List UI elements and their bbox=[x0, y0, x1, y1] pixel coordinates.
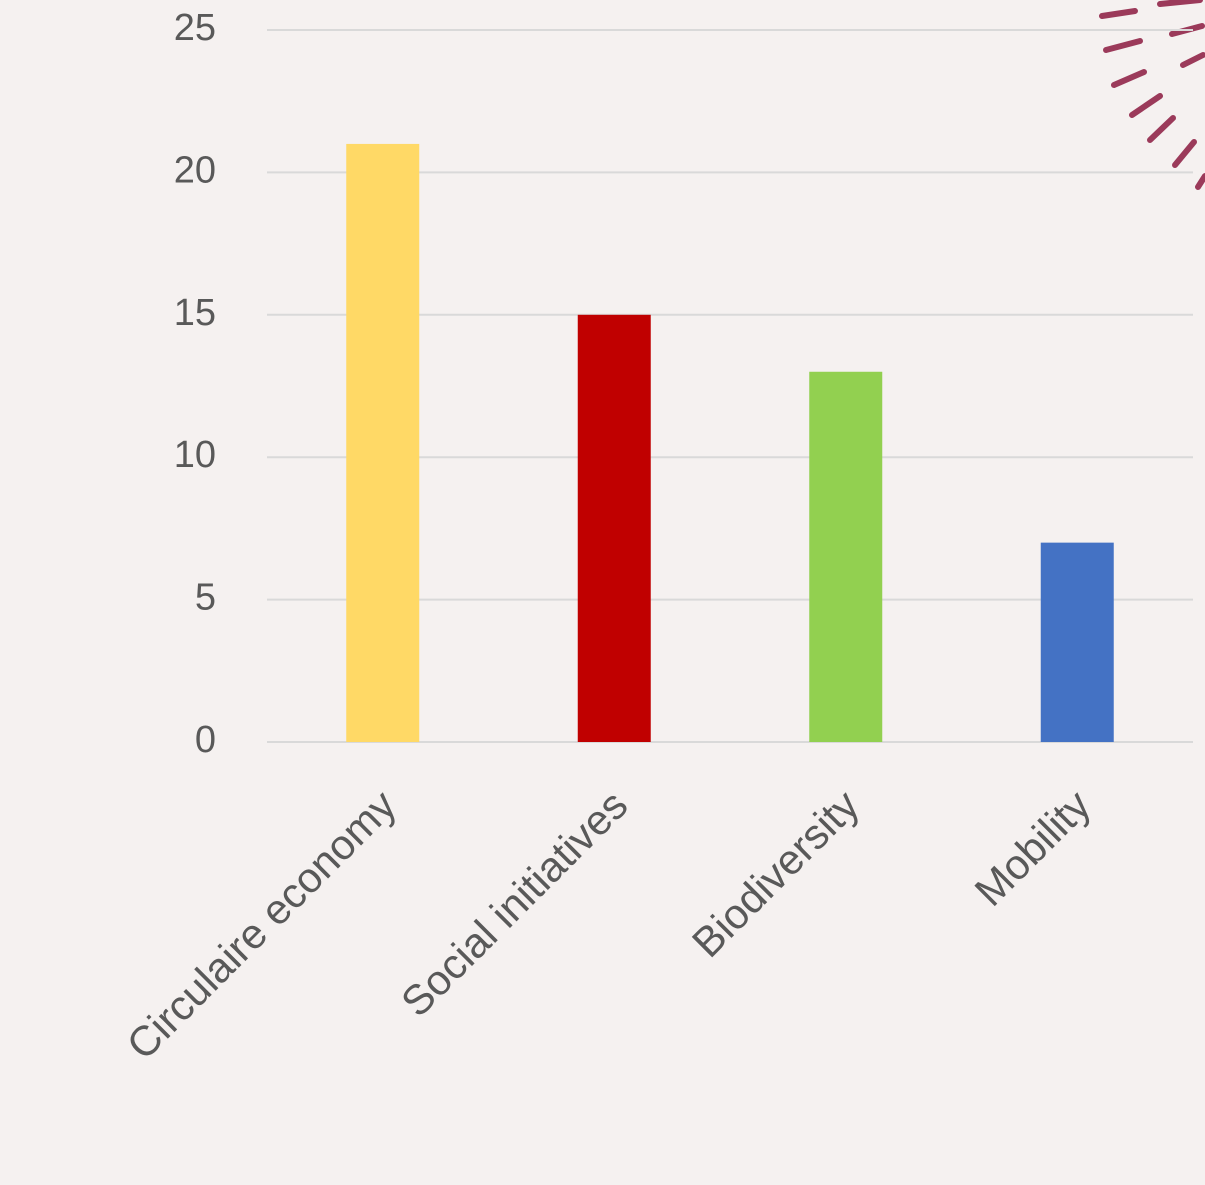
bar bbox=[1040, 542, 1114, 742]
y-tick-label: 10 bbox=[174, 434, 216, 476]
y-tick-label: 25 bbox=[174, 7, 216, 49]
y-tick-label: 5 bbox=[195, 577, 216, 619]
y-tick-label: 0 bbox=[195, 719, 216, 761]
decoration bbox=[1099, 0, 1205, 190]
y-tick-label: 15 bbox=[174, 292, 216, 334]
bar bbox=[346, 143, 420, 743]
bar bbox=[577, 314, 651, 742]
y-tick-label: 20 bbox=[174, 149, 216, 191]
bar bbox=[809, 371, 883, 742]
